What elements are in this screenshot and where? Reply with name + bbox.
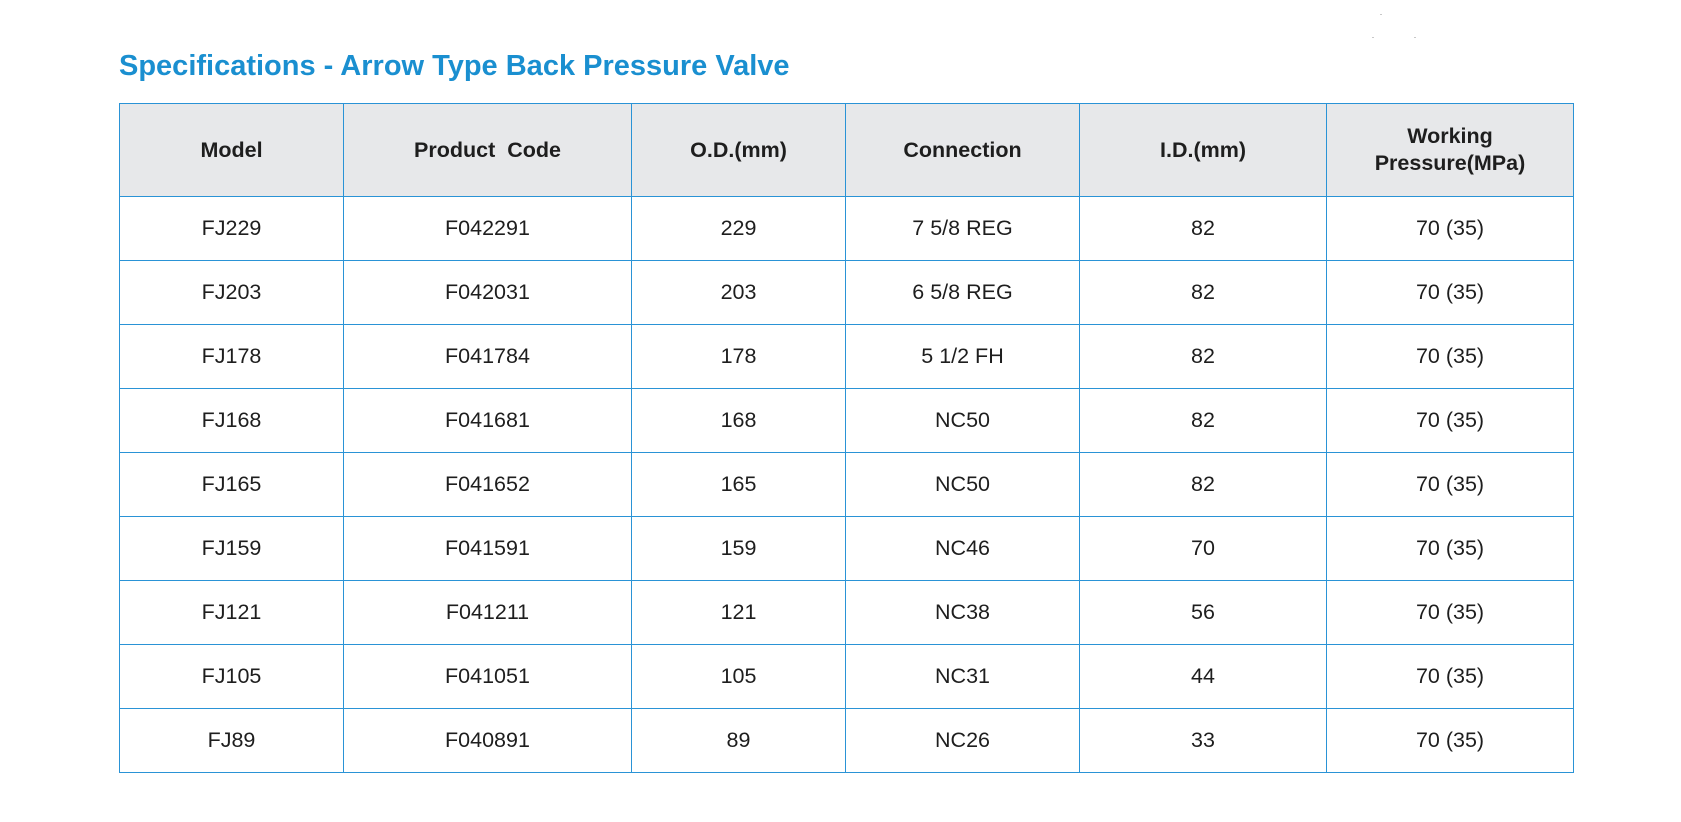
- cell-od: 203: [631, 260, 846, 325]
- table-row: FJ229 F042291 229 7 5/8 REG 82 70 (35): [119, 196, 1574, 261]
- header-working-pressure-line1: Working: [1407, 124, 1493, 148]
- cell-working-pressure: 70 (35): [1326, 196, 1574, 261]
- cell-id: 82: [1079, 388, 1327, 453]
- cell-connection: 7 5/8 REG: [845, 196, 1080, 261]
- table-row: FJ178 F041784 178 5 1/2 FH 82 70 (35): [119, 324, 1574, 389]
- table-row: FJ89 F040891 89 NC26 33 70 (35): [119, 708, 1574, 773]
- cell-id: 70: [1079, 516, 1327, 581]
- cell-od: 105: [631, 644, 846, 709]
- cell-id: 82: [1079, 452, 1327, 517]
- header-working-pressure-line2: Pressure(MPa): [1374, 151, 1526, 175]
- cell-model: FJ168: [119, 388, 344, 453]
- table-row: FJ165 F041652 165 NC50 82 70 (35): [119, 452, 1574, 517]
- cell-working-pressure: 70 (35): [1326, 452, 1574, 517]
- cell-id: 82: [1079, 324, 1327, 389]
- cell-connection: NC50: [845, 388, 1080, 453]
- header-od: O.D.(mm): [631, 103, 846, 197]
- cell-model: FJ159: [119, 516, 344, 581]
- cell-connection: 6 5/8 REG: [845, 260, 1080, 325]
- cell-id: 33: [1079, 708, 1327, 773]
- header-model: Model: [119, 103, 344, 197]
- specifications-table: Model Product Code O.D.(mm) Connection I…: [119, 103, 1574, 773]
- cell-connection: NC46: [845, 516, 1080, 581]
- cell-od: 121: [631, 580, 846, 645]
- cell-id: 82: [1079, 196, 1327, 261]
- cell-model: FJ105: [119, 644, 344, 709]
- table-row: FJ168 F041681 168 NC50 82 70 (35): [119, 388, 1574, 453]
- cell-product-code: F041591: [343, 516, 632, 581]
- cell-product-code: F042291: [343, 196, 632, 261]
- table-row: FJ105 F041051 105 NC31 44 70 (35): [119, 644, 1574, 709]
- header-id: I.D.(mm): [1079, 103, 1327, 197]
- cell-connection: NC31: [845, 644, 1080, 709]
- cell-working-pressure: 70 (35): [1326, 260, 1574, 325]
- table-row: FJ121 F041211 121 NC38 56 70 (35): [119, 580, 1574, 645]
- cell-model: FJ165: [119, 452, 344, 517]
- cell-od: 159: [631, 516, 846, 581]
- cell-product-code: F041681: [343, 388, 632, 453]
- faint-speck: [1372, 37, 1374, 38]
- cell-working-pressure: 70 (35): [1326, 708, 1574, 773]
- cell-model: FJ121: [119, 580, 344, 645]
- cell-id: 82: [1079, 260, 1327, 325]
- cell-od: 229: [631, 196, 846, 261]
- faint-speck: [1414, 37, 1416, 38]
- cell-connection: 5 1/2 FH: [845, 324, 1080, 389]
- cell-product-code: F041652: [343, 452, 632, 517]
- cell-product-code: F041211: [343, 580, 632, 645]
- cell-working-pressure: 70 (35): [1326, 388, 1574, 453]
- cell-od: 168: [631, 388, 846, 453]
- cell-working-pressure: 70 (35): [1326, 644, 1574, 709]
- cell-od: 178: [631, 324, 846, 389]
- header-product-code: Product Code: [343, 103, 632, 197]
- cell-model: FJ178: [119, 324, 344, 389]
- cell-working-pressure: 70 (35): [1326, 580, 1574, 645]
- cell-connection: NC38: [845, 580, 1080, 645]
- table-row: FJ203 F042031 203 6 5/8 REG 82 70 (35): [119, 260, 1574, 325]
- cell-product-code: F041784: [343, 324, 632, 389]
- table-header-row: Model Product Code O.D.(mm) Connection I…: [119, 103, 1574, 197]
- table-row: FJ159 F041591 159 NC46 70 70 (35): [119, 516, 1574, 581]
- header-working-pressure: Working Pressure(MPa): [1326, 103, 1574, 197]
- cell-od: 165: [631, 452, 846, 517]
- cell-connection: NC26: [845, 708, 1080, 773]
- cell-working-pressure: 70 (35): [1326, 516, 1574, 581]
- faint-speck: [1380, 14, 1382, 15]
- cell-connection: NC50: [845, 452, 1080, 517]
- cell-id: 56: [1079, 580, 1327, 645]
- cell-product-code: F042031: [343, 260, 632, 325]
- cell-product-code: F041051: [343, 644, 632, 709]
- page-title: Specifications - Arrow Type Back Pressur…: [119, 50, 790, 82]
- header-connection: Connection: [845, 103, 1080, 197]
- cell-id: 44: [1079, 644, 1327, 709]
- cell-working-pressure: 70 (35): [1326, 324, 1574, 389]
- cell-model: FJ229: [119, 196, 344, 261]
- cell-model: FJ89: [119, 708, 344, 773]
- cell-product-code: F040891: [343, 708, 632, 773]
- cell-model: FJ203: [119, 260, 344, 325]
- cell-od: 89: [631, 708, 846, 773]
